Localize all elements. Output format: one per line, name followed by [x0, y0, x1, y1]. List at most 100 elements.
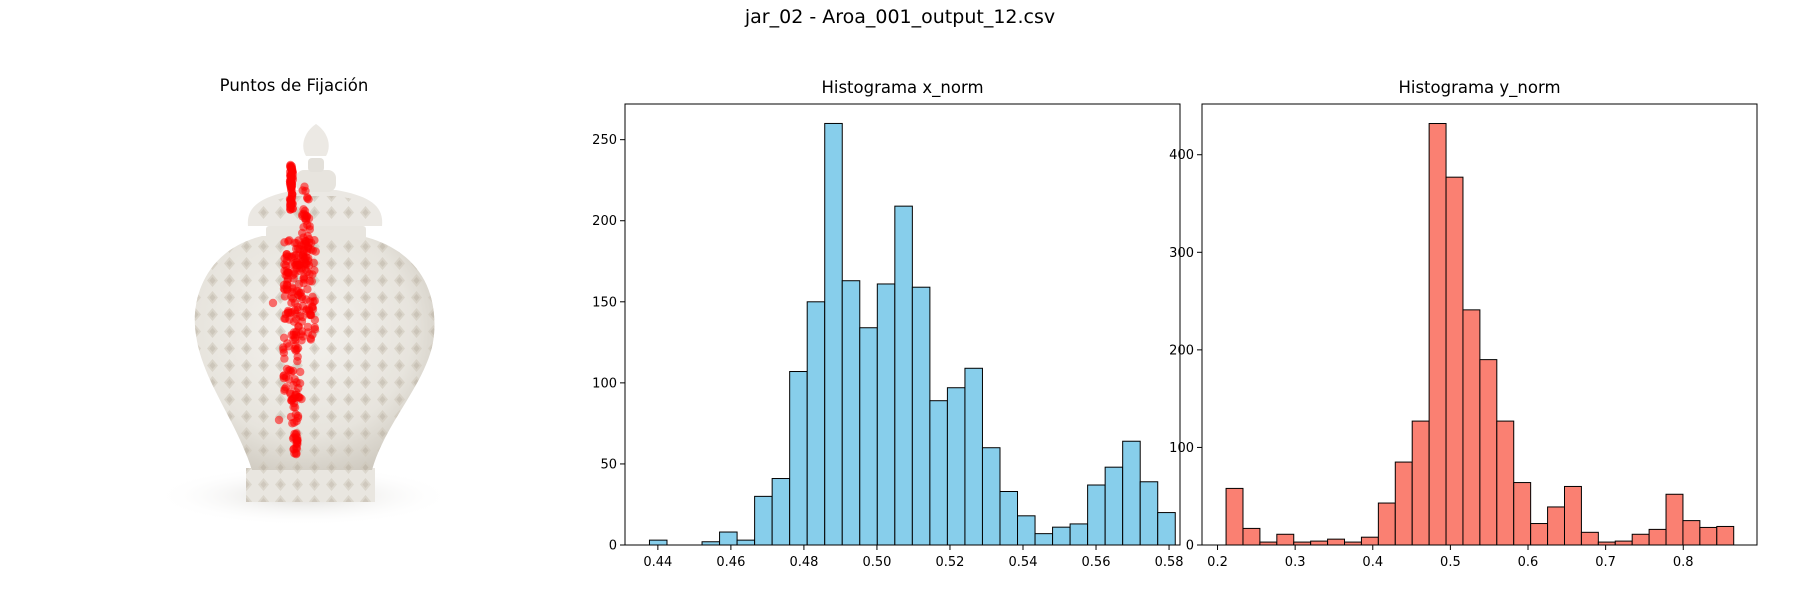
fixation-point — [289, 445, 298, 454]
fixation-point — [280, 238, 289, 247]
y-hist-bar — [1310, 540, 1329, 546]
y-hist-ytick-label: 300 — [1169, 246, 1194, 261]
fixation-point — [307, 277, 316, 286]
fixation-point — [310, 236, 319, 245]
fixation-point — [287, 165, 296, 175]
y-hist-bar — [1631, 533, 1650, 546]
fixation-point — [297, 317, 307, 326]
y-hist-bar — [1428, 123, 1447, 546]
y-hist-bar — [1563, 485, 1582, 546]
fixation-point — [293, 356, 302, 366]
y-hist-bar — [1648, 528, 1667, 546]
fixation-point — [303, 322, 313, 332]
fixation-point — [290, 298, 300, 308]
fixation-point — [287, 396, 296, 405]
fixation-point — [280, 292, 290, 301]
fixation-point — [292, 244, 301, 254]
fixation-point — [306, 310, 315, 319]
y-hist-bar — [1327, 538, 1346, 546]
x-hist-xtick-label: 0.56 — [1082, 555, 1111, 570]
y-hist-bar — [1242, 527, 1261, 546]
x-hist-bar — [876, 283, 896, 546]
fixation-point — [308, 302, 317, 311]
y-hist-bar — [1276, 533, 1295, 546]
y-hist-ytick-label: 100 — [1169, 441, 1194, 456]
x-hist-ytick-label: 50 — [600, 457, 617, 472]
x-hist-bar — [1122, 440, 1141, 546]
fixation-point — [287, 179, 296, 188]
x-hist-bar — [806, 301, 826, 546]
y-hist-bar — [1394, 461, 1413, 546]
x-hist-bar — [789, 371, 808, 546]
fixation-point — [300, 214, 309, 223]
x-hist-bar — [981, 447, 1001, 546]
fixation-point — [291, 260, 300, 270]
x-hist-xtick-label: 0.50 — [862, 555, 891, 570]
y-hist-bar — [1411, 420, 1430, 546]
y-hist-ytick-label: 0 — [1186, 539, 1194, 554]
y-hist-bar — [1716, 525, 1735, 546]
y-hist-xtick-label: 0.5 — [1440, 555, 1461, 570]
y-hist-xtick-label: 0.3 — [1285, 555, 1306, 570]
fixation-point — [301, 295, 311, 304]
fixation-point — [304, 256, 313, 266]
x-hist-xtick-label: 0.44 — [643, 555, 672, 570]
fixation-point — [292, 345, 301, 354]
x-hist-bar — [911, 286, 931, 546]
x-hist-bar — [754, 495, 773, 546]
fixation-point — [300, 182, 309, 191]
y-hist-xtick-label: 0.8 — [1673, 555, 1694, 570]
y-hist-bar — [1530, 523, 1549, 546]
fixation-point — [280, 384, 289, 394]
x-hist-xtick-label: 0.58 — [1155, 555, 1184, 570]
fixation-point — [280, 354, 289, 363]
fixation-point — [306, 334, 315, 343]
y-hist-bar — [1682, 520, 1701, 546]
x-histogram: 0.44 0.46 0.48 0.50 0.52 0.54 0.56 0.58 0 50 100 15… — [592, 103, 1184, 570]
fixation-point — [289, 274, 298, 283]
y-hist-xtick-label: 0.2 — [1207, 555, 1228, 570]
vase-image — [154, 124, 454, 526]
y-hist-bar — [1496, 420, 1515, 546]
fixation-point — [291, 336, 300, 345]
x-hist-bar — [929, 400, 948, 546]
fixation-point — [299, 247, 308, 257]
fixation-point — [274, 415, 284, 425]
fixation-points — [268, 160, 320, 459]
y-histogram-title: Histograma y_norm — [1398, 78, 1561, 97]
y-hist-ytick-label: 400 — [1169, 148, 1194, 163]
x-hist-bar — [1017, 515, 1036, 546]
y-hist-bar — [1580, 531, 1599, 546]
x-hist-bar — [1069, 523, 1089, 546]
fixation-point — [289, 328, 299, 337]
fixation-point — [290, 306, 300, 315]
fixation-point — [293, 411, 303, 420]
x-hist-ytick-label: 200 — [592, 214, 617, 229]
y-hist-ytick-label: 200 — [1169, 343, 1194, 358]
y-hist-bar — [1377, 502, 1396, 546]
x-hist-bar — [736, 539, 756, 546]
x-hist-bar — [859, 327, 878, 546]
x-hist-xtick-label: 0.48 — [789, 555, 818, 570]
x-histogram-title: Histograma x_norm — [821, 78, 984, 97]
y-hist-bar — [1225, 487, 1244, 546]
fixation-point — [304, 195, 313, 204]
fixation-point — [292, 436, 302, 445]
x-hist-ytick-label: 100 — [592, 376, 617, 391]
y-hist-xtick-label: 0.4 — [1362, 555, 1383, 570]
y-hist-bar — [1462, 309, 1481, 546]
fixation-point — [268, 298, 278, 308]
fixation-point — [296, 367, 305, 377]
fixation-point — [285, 194, 295, 204]
fixation-point — [281, 373, 291, 382]
x-hist-bar — [719, 531, 738, 546]
fixation-point — [303, 285, 312, 294]
fixation-point — [305, 222, 314, 231]
y-hist-bar — [1614, 540, 1633, 546]
fixation-point — [290, 403, 300, 412]
y-hist-bar — [1513, 482, 1532, 546]
x-hist-bar — [1104, 466, 1124, 546]
x-hist-ytick-label: 0 — [609, 539, 617, 554]
x-hist-bar — [1157, 512, 1176, 546]
y-histogram: 0.2 0.3 0.4 0.5 0.6 0.7 0.8 0 100 200 300 400 — [1169, 103, 1758, 570]
